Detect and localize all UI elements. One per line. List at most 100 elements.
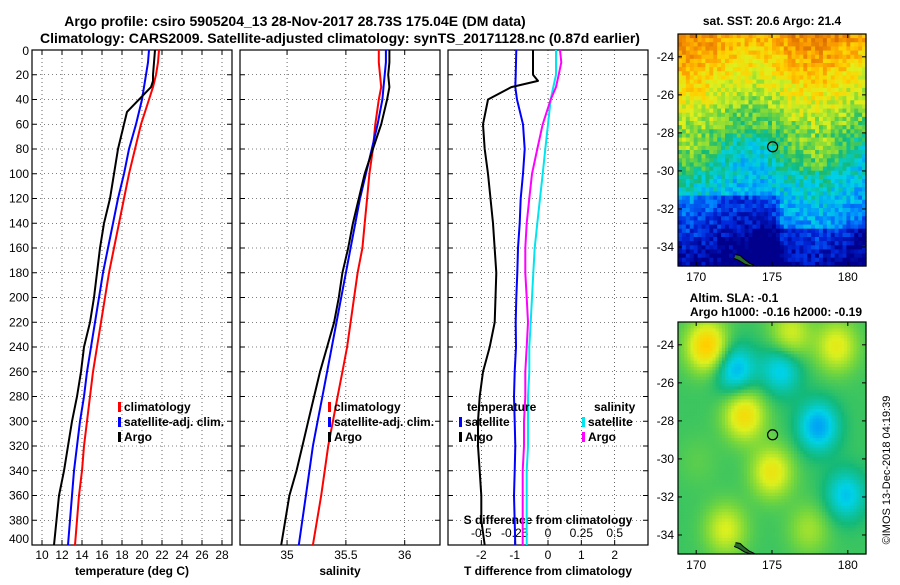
sst-cell	[741, 46, 746, 51]
sst-cell	[725, 196, 730, 201]
sst-cell	[686, 229, 691, 234]
sst-cell	[764, 121, 769, 126]
sst-cell	[752, 200, 757, 205]
sst-cell	[702, 84, 707, 89]
sst-cell	[690, 245, 695, 250]
sst-cell	[772, 51, 777, 56]
sst-cell	[854, 125, 859, 130]
sst-cell	[815, 104, 820, 109]
sst-cell	[796, 38, 801, 43]
sst-cell	[843, 80, 848, 85]
sst-cell	[811, 179, 816, 184]
sst-cell	[839, 225, 844, 230]
sst-cell	[717, 154, 722, 159]
sst-cell	[843, 183, 848, 188]
sst-cell	[815, 121, 820, 126]
sst-cell	[682, 187, 687, 192]
sst-cell	[780, 59, 785, 64]
sst-cell	[823, 59, 828, 64]
sst-cell	[803, 100, 808, 105]
sst-cell	[850, 175, 855, 180]
sst-cell	[815, 249, 820, 254]
sst-cell	[823, 67, 828, 72]
sst-cell	[776, 249, 781, 254]
sst-cell	[721, 59, 726, 64]
temp-legend-0-swatch	[118, 402, 121, 412]
sal-legend-1-swatch	[328, 417, 331, 427]
sst-cell	[721, 171, 726, 176]
sst-cell	[788, 249, 793, 254]
sst-cell	[799, 100, 804, 105]
sst-cell	[702, 179, 707, 184]
temp-legend-2-label: Argo	[124, 430, 152, 444]
sst-cell	[768, 104, 773, 109]
sst-cell	[788, 175, 793, 180]
sst-cell	[850, 258, 855, 263]
sst-cell	[690, 100, 695, 105]
sst-cell	[745, 229, 750, 234]
sst-cell	[850, 241, 855, 246]
sst-cell	[780, 220, 785, 225]
sst-cell	[803, 109, 808, 114]
sst-cell	[745, 162, 750, 167]
sst-cell	[807, 204, 812, 209]
sst-cell	[702, 150, 707, 155]
sst-cell	[713, 46, 718, 51]
sst-cell	[819, 254, 824, 259]
sst-cell	[811, 175, 816, 180]
sst-cell	[686, 113, 691, 118]
sst-cell	[784, 220, 789, 225]
sst-cell	[807, 96, 812, 101]
sst-cell	[694, 113, 699, 118]
sst-cell	[843, 96, 848, 101]
sst-cell	[835, 254, 840, 259]
sst-cell	[796, 100, 801, 105]
sst-cell	[776, 216, 781, 221]
sst-cell	[772, 162, 777, 167]
sst-cell	[835, 212, 840, 217]
sst-cell	[780, 245, 785, 250]
sst-cell	[764, 241, 769, 246]
difference-s-tick-label: 0.5	[606, 526, 623, 540]
diff-legend-3-swatch	[582, 432, 585, 442]
sst-cell	[854, 179, 859, 184]
sst-cell	[854, 104, 859, 109]
sst-cell	[784, 229, 789, 234]
sst-cell	[749, 220, 754, 225]
sst-cell	[827, 229, 832, 234]
sst-cell	[815, 220, 820, 225]
sst-cell	[772, 113, 777, 118]
sst-cell	[792, 51, 797, 56]
sst-cell	[698, 125, 703, 130]
sst-cell	[846, 80, 851, 85]
sst-cell	[843, 220, 848, 225]
sst-cell	[819, 129, 824, 134]
depth-tick-label: 240	[9, 340, 29, 354]
sst-cell	[709, 113, 714, 118]
sst-cell	[749, 113, 754, 118]
sst-cell	[776, 171, 781, 176]
sst-cell	[839, 179, 844, 184]
sst-cell	[733, 42, 738, 47]
sst-cell	[831, 63, 836, 68]
sst-cell	[764, 171, 769, 176]
sst-cell	[839, 142, 844, 147]
sst-cell	[737, 84, 742, 89]
sst-cell	[776, 92, 781, 97]
sst-cell	[850, 204, 855, 209]
sst-cell	[690, 167, 695, 172]
sst-cell	[792, 254, 797, 259]
sst-cell	[756, 113, 761, 118]
sst-cell	[690, 154, 695, 159]
sst-cell	[799, 249, 804, 254]
sst-cell	[803, 225, 808, 230]
sst-cell	[823, 216, 828, 221]
sst-cell	[772, 84, 777, 89]
sst-cell	[807, 63, 812, 68]
sst-cell	[702, 187, 707, 192]
sst-cell	[784, 245, 789, 250]
sst-cell	[815, 34, 820, 39]
sst-cell	[768, 167, 773, 172]
sst-cell	[737, 92, 742, 97]
sst-cell	[741, 237, 746, 242]
